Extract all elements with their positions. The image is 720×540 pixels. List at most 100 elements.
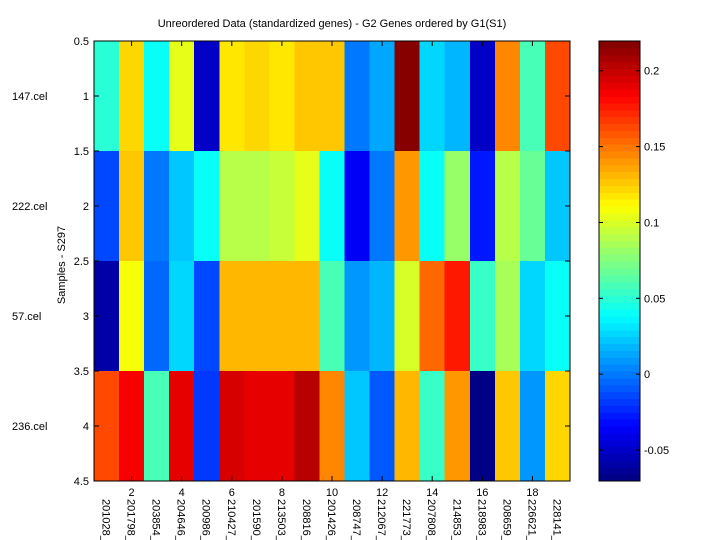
colorbar-segment <box>599 240 640 248</box>
heatmap-cell <box>294 261 320 372</box>
y-tick-label: 2 <box>83 201 89 213</box>
heatmap-cell <box>319 371 346 482</box>
colorbar-segment <box>599 309 640 317</box>
colorbar-segment <box>599 405 640 413</box>
row-label: 147.cel <box>12 91 47 103</box>
colorbar-segment <box>599 130 640 138</box>
y-tick-label: 1 <box>83 91 89 103</box>
heatmap-cell <box>444 151 471 262</box>
heatmap-cell <box>444 371 471 482</box>
colorbar-segment <box>599 178 640 186</box>
colorbar-segment <box>599 453 640 461</box>
colorbar-segment <box>599 137 640 145</box>
heatmap-cell <box>269 261 295 372</box>
column-label: 221773_ <box>400 499 412 540</box>
heatmap-cell <box>444 41 471 152</box>
colorbar-segment <box>599 185 640 193</box>
heatmap-cell <box>294 41 320 152</box>
colorbar-segment <box>599 254 640 262</box>
colorbar-segment <box>599 247 640 255</box>
heatmap-cell <box>319 41 346 152</box>
row-label: 222.cel <box>12 201 47 213</box>
colorbar-segment <box>599 322 640 331</box>
column-label: 212067_ <box>375 499 387 540</box>
heatmap-cells <box>94 41 571 482</box>
heatmap-cell <box>219 41 245 152</box>
heatmap-cell <box>119 371 145 482</box>
column-label: 207808_ <box>425 499 437 540</box>
heatmap-cell <box>194 151 220 262</box>
colorbar-segment <box>599 412 640 420</box>
heatmap-cell <box>144 41 170 152</box>
row-label: 236.cel <box>12 421 47 433</box>
heatmap-cell <box>519 41 546 152</box>
colorbar-tick-label: 0.05 <box>644 293 665 305</box>
x-tick-label: 14 <box>426 487 438 499</box>
heatmap-cell <box>219 151 245 262</box>
heatmap-cell <box>344 261 371 372</box>
column-label: 218983_ <box>475 499 487 540</box>
colorbar-segment <box>599 426 640 434</box>
heatmap-cell <box>344 151 371 262</box>
column-labels: 201028_ 201798_ 203854_ 204646_ 200986_ 21042… <box>100 499 563 540</box>
colorbar-segment <box>599 316 640 324</box>
row-labels: 147.cel 222.cel 57.cel 236.cel <box>12 91 47 433</box>
heatmap-cell <box>394 261 421 372</box>
heatmap-cell <box>369 41 396 152</box>
heatmap-cell <box>269 41 295 152</box>
column-label: 228141_ <box>550 499 562 540</box>
heatmap-cell <box>194 371 220 482</box>
column-label: 213503_ <box>275 499 287 540</box>
heatmap-cell <box>269 371 295 482</box>
heatmap-cell <box>494 41 521 152</box>
colorbar-segment <box>599 474 640 482</box>
x-tick-label: 6 <box>229 487 235 499</box>
colorbar-segment <box>599 288 640 296</box>
heatmap-cell <box>144 151 170 262</box>
colorbar-segment <box>599 102 640 111</box>
colorbar-segment <box>599 446 640 455</box>
colorbar-segment <box>599 432 640 441</box>
heatmap-cell <box>494 371 521 482</box>
colorbar-segment <box>599 219 640 228</box>
colorbar-segment <box>599 377 640 386</box>
x-tick-label: 10 <box>326 487 338 499</box>
column-label: 208747_ <box>350 499 362 540</box>
colorbar-segment <box>599 350 640 358</box>
colorbar-segment <box>599 357 640 365</box>
colorbar-segment <box>599 226 640 235</box>
colorbar-segment <box>599 212 640 221</box>
heatmap-cell <box>494 151 521 262</box>
colorbar-segment <box>599 89 640 97</box>
heatmap-cell <box>369 151 396 262</box>
colorbar-segment <box>599 391 640 400</box>
heatmap-cell <box>419 371 446 482</box>
colorbar-segment <box>599 157 640 166</box>
colorbar-segment <box>599 192 640 200</box>
x-tick-label: 12 <box>376 487 388 499</box>
heatmap-cell <box>119 151 145 262</box>
heatmap-cell <box>219 261 245 372</box>
colorbar-segment <box>599 295 640 303</box>
heatmap-cell <box>419 41 446 152</box>
colorbar-segment <box>599 75 640 83</box>
colorbar-segment <box>599 419 640 427</box>
heatmap-cell <box>219 371 245 482</box>
column-label: 203854_ <box>150 499 162 540</box>
heatmap-cell <box>369 371 396 482</box>
colorbar-tick-label: -0.05 <box>644 445 669 457</box>
colorbar-segment <box>599 233 640 241</box>
heatmap-cell <box>244 151 270 262</box>
heatmap-cell <box>319 261 346 372</box>
colorbar-segment <box>599 123 640 131</box>
heatmap-cell <box>169 41 195 152</box>
colorbar-segment <box>599 364 640 372</box>
colorbar-segment <box>599 109 640 118</box>
colorbar-frame <box>598 40 641 482</box>
colorbar-segment <box>599 41 640 49</box>
column-label: 201426_ <box>325 499 337 540</box>
heatmap-cell <box>394 371 421 482</box>
heatmap-cell <box>369 261 396 372</box>
colorbar-segment <box>599 116 640 125</box>
